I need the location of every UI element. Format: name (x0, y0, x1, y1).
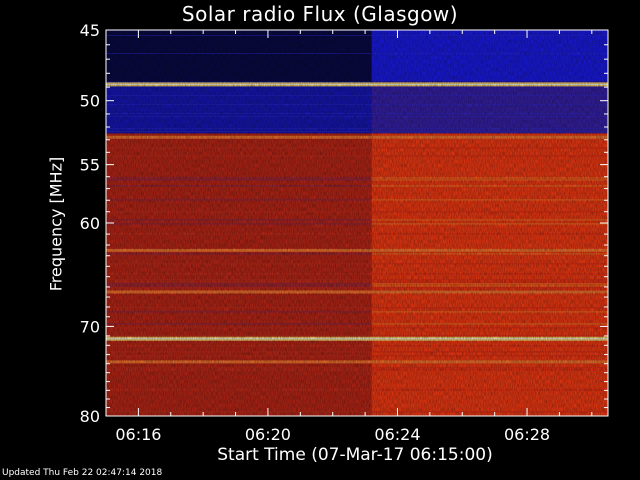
y-tick-label: 80 (80, 407, 100, 426)
noise-overlay (106, 30, 608, 416)
y-tick-label: 55 (80, 156, 100, 175)
x-tick-label: 06:16 (115, 425, 161, 444)
y-tick-label: 60 (80, 214, 100, 233)
y-tick-label: 50 (80, 92, 100, 111)
x-axis-label: Start Time (07-Mar-17 06:15:00) (217, 445, 493, 465)
x-tick-label: 06:24 (374, 425, 420, 444)
axes: 45 50 55 60 70 80 06:16 06:20 06:24 06:28 (80, 21, 608, 444)
spectrogram (106, 30, 608, 416)
y-tick-label: 70 (80, 317, 100, 336)
x-tick-label: 06:20 (245, 425, 291, 444)
updated-timestamp: Updated Thu Feb 22 02:47:14 2018 (2, 468, 163, 478)
y-tick-label: 45 (80, 21, 100, 40)
chart-title: Solar radio Flux (Glasgow) (181, 2, 459, 26)
x-tick-label: 06:28 (504, 425, 550, 444)
